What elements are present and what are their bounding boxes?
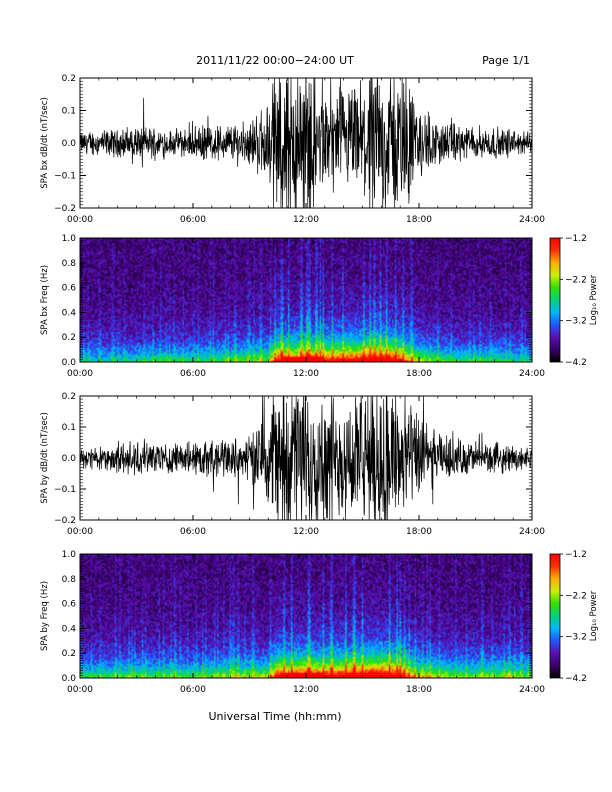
x-tick-label: 18:00 bbox=[406, 369, 432, 379]
y-tick-label: 1.0 bbox=[62, 550, 77, 560]
spectrogram-image bbox=[80, 238, 532, 362]
y-tick-label: 0.0 bbox=[62, 139, 77, 149]
y-tick-label: 0.1 bbox=[62, 107, 76, 117]
x-tick-label: 06:00 bbox=[180, 685, 206, 695]
x-tick-label: 00:00 bbox=[67, 215, 93, 225]
waveform-trace bbox=[80, 78, 532, 208]
y-tick-label: −0.2 bbox=[54, 516, 76, 526]
colorbar-tick-label: −3.2 bbox=[565, 317, 587, 327]
x-tick-label: 06:00 bbox=[180, 527, 206, 537]
spectrogram-panel: 00:00 06:00 12:00 18:00 24:00 0.0 0.2 0.4 0.6 0.8… bbox=[40, 550, 599, 695]
y-tick-label: 0.4 bbox=[62, 308, 77, 318]
y-axis-title: SPA by dB/dt (nT/sec) bbox=[40, 412, 50, 504]
waveform-panel: 00:00 06:00 12:00 18:00 24:00 −0.2 −0.1 0.0 0.1 0… bbox=[40, 392, 545, 537]
page-indicator: Page 1/1 bbox=[482, 54, 530, 67]
y-tick-label: 0.1 bbox=[62, 423, 76, 433]
colorbar-tick-label: −1.2 bbox=[565, 550, 587, 560]
x-tick-label: 12:00 bbox=[293, 527, 319, 537]
x-tick-label: 00:00 bbox=[67, 369, 93, 379]
y-tick-label: 0.0 bbox=[62, 454, 77, 464]
colorbar-title: Log₁₀ Power bbox=[589, 274, 599, 325]
x-tick-label: 24:00 bbox=[519, 215, 545, 225]
waveform-trace bbox=[80, 396, 532, 520]
waveform-panel: 00:00 06:00 12:00 18:00 24:00 −0.2 −0.1 0.0 0.1 0… bbox=[40, 74, 545, 225]
date-range-title: 2011/11/22 00:00−24:00 UT bbox=[196, 54, 354, 67]
x-tick-label: 12:00 bbox=[293, 685, 319, 695]
colorbar-tick-label: −4.2 bbox=[565, 358, 587, 368]
panels: 00:00 06:00 12:00 18:00 24:00 −0.2 −0.1 0.0 0.1 0… bbox=[40, 74, 599, 695]
x-tick-label: 24:00 bbox=[519, 685, 545, 695]
colorbar-tick-label: −1.2 bbox=[565, 234, 587, 244]
y-tick-label: 0.4 bbox=[62, 624, 77, 634]
x-tick-label: 24:00 bbox=[519, 369, 545, 379]
x-axis-title: Universal Time (hh:mm) bbox=[209, 710, 342, 723]
y-axis-title: SPA by Freq (Hz) bbox=[40, 581, 50, 651]
y-axis-title: SPA bx dB/dt (nT/sec) bbox=[40, 97, 50, 189]
x-tick-label: 00:00 bbox=[67, 527, 93, 537]
x-tick-label: 24:00 bbox=[519, 527, 545, 537]
x-tick-label: 12:00 bbox=[293, 215, 319, 225]
y-tick-label: 0.2 bbox=[62, 333, 76, 343]
colorbar bbox=[549, 237, 561, 363]
x-tick-label: 12:00 bbox=[293, 369, 319, 379]
y-tick-label: 0.2 bbox=[62, 392, 76, 402]
spectrogram-panel: 00:00 06:00 12:00 18:00 24:00 0.0 0.2 0.4 0.6 0.8… bbox=[40, 234, 599, 379]
y-tick-label: 0.2 bbox=[62, 74, 76, 84]
y-tick-label: 0.0 bbox=[62, 674, 77, 684]
y-tick-label: 1.0 bbox=[62, 234, 77, 244]
y-tick-label: 0.2 bbox=[62, 649, 76, 659]
y-tick-label: 0.6 bbox=[62, 600, 77, 610]
spectrogram-image bbox=[80, 554, 532, 678]
colorbar-tick-label: −2.2 bbox=[565, 591, 587, 601]
x-tick-label: 06:00 bbox=[180, 215, 206, 225]
colorbar-tick-label: −2.2 bbox=[565, 275, 587, 285]
x-tick-label: 00:00 bbox=[67, 685, 93, 695]
y-tick-label: −0.1 bbox=[54, 172, 76, 182]
y-tick-label: 0.8 bbox=[62, 575, 77, 585]
y-tick-label: −0.2 bbox=[54, 204, 76, 214]
colorbar-tick-label: −4.2 bbox=[565, 674, 587, 684]
colorbar bbox=[549, 553, 561, 679]
y-tick-label: 0.0 bbox=[62, 358, 77, 368]
x-tick-label: 18:00 bbox=[406, 685, 432, 695]
y-tick-label: −0.1 bbox=[54, 485, 76, 495]
x-tick-label: 18:00 bbox=[406, 527, 432, 537]
y-axis-title: SPA bx Freq (Hz) bbox=[40, 265, 50, 335]
y-tick-label: 0.8 bbox=[62, 259, 77, 269]
y-tick-label: 0.6 bbox=[62, 284, 77, 294]
x-tick-label: 18:00 bbox=[406, 215, 432, 225]
x-tick-label: 06:00 bbox=[180, 369, 206, 379]
colorbar-title: Log₁₀ Power bbox=[589, 590, 599, 641]
colorbar-tick-label: −3.2 bbox=[565, 633, 587, 643]
